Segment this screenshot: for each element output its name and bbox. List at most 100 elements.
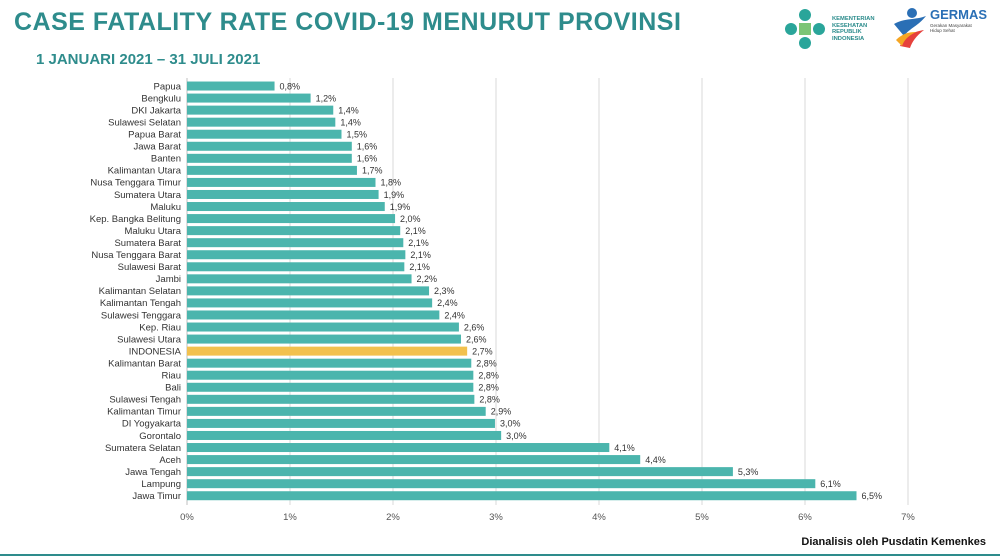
category-label: Lampung bbox=[141, 479, 181, 490]
category-label: Kalimantan Tengah bbox=[100, 298, 181, 309]
bar bbox=[187, 202, 385, 212]
category-label: DI Yogyakarta bbox=[122, 419, 182, 430]
bar bbox=[187, 238, 404, 248]
category-label: Sulawesi Selatan bbox=[108, 117, 181, 128]
data-label: 0,8% bbox=[280, 81, 301, 91]
x-tick-label: 4% bbox=[592, 512, 606, 523]
data-label: 2,1% bbox=[410, 250, 431, 260]
data-label: 1,6% bbox=[357, 142, 378, 152]
bar bbox=[187, 286, 430, 296]
data-label: 3,0% bbox=[500, 419, 521, 429]
kemenkes-logo-text: KEMENTERIAN KESEHATAN REPUBLIK INDONESIA bbox=[832, 16, 875, 42]
data-label: 2,0% bbox=[400, 214, 421, 224]
bar bbox=[187, 370, 474, 380]
bar bbox=[187, 322, 459, 332]
data-label: 1,4% bbox=[338, 105, 359, 115]
category-label: Sumatera Barat bbox=[114, 238, 181, 249]
page-title: CASE FATALITY RATE COVID-19 MENURUT PROV… bbox=[14, 8, 682, 36]
bar bbox=[187, 274, 412, 284]
category-label: Banten bbox=[151, 154, 181, 165]
bar bbox=[187, 394, 475, 404]
category-label: Sulawesi Barat bbox=[118, 262, 182, 273]
x-tick-label: 3% bbox=[489, 512, 503, 523]
bar bbox=[187, 418, 495, 428]
data-label: 1,6% bbox=[357, 154, 378, 164]
category-label: Gorontalo bbox=[139, 431, 181, 442]
x-tick-label: 6% bbox=[798, 512, 812, 523]
bar bbox=[187, 93, 311, 103]
data-label: 2,3% bbox=[434, 286, 455, 296]
data-label: 2,1% bbox=[408, 238, 429, 248]
category-label: Nusa Tenggara Barat bbox=[91, 250, 181, 261]
data-label: 2,4% bbox=[444, 310, 465, 320]
bar bbox=[187, 153, 352, 163]
x-tick-label: 7% bbox=[901, 512, 915, 523]
data-label: 4,4% bbox=[645, 455, 666, 465]
category-label: Sulawesi Utara bbox=[117, 334, 182, 345]
bar bbox=[187, 129, 342, 139]
data-label: 4,1% bbox=[614, 443, 635, 453]
category-label: Sumatera Utara bbox=[114, 190, 182, 201]
category-label: Papua Barat bbox=[128, 130, 181, 141]
bar bbox=[187, 491, 857, 501]
bar bbox=[187, 346, 468, 356]
bar bbox=[187, 382, 474, 392]
x-tick-label: 0% bbox=[180, 512, 194, 523]
bar bbox=[187, 177, 376, 187]
source-note: Dianalisis oleh Pusdatin Kemenkes bbox=[801, 536, 986, 548]
category-label: Jawa Barat bbox=[133, 142, 181, 153]
bar bbox=[187, 406, 486, 416]
bar bbox=[187, 117, 336, 127]
category-label: Sulawesi Tengah bbox=[109, 395, 181, 406]
data-label: 2,8% bbox=[478, 371, 499, 381]
data-label: 2,1% bbox=[405, 226, 426, 236]
data-label: 2,9% bbox=[491, 407, 512, 417]
bar bbox=[187, 455, 641, 465]
data-label: 1,4% bbox=[340, 117, 361, 127]
bar bbox=[187, 467, 733, 477]
bar bbox=[187, 334, 461, 344]
category-label: Maluku Utara bbox=[125, 226, 182, 237]
bar bbox=[187, 358, 472, 368]
kemenkes-logo-icon bbox=[785, 9, 825, 49]
bar bbox=[187, 81, 275, 91]
bar bbox=[187, 250, 406, 260]
footer-divider bbox=[0, 554, 1000, 556]
category-label: Riau bbox=[161, 371, 181, 382]
bar bbox=[187, 310, 440, 320]
data-label: 5,3% bbox=[738, 467, 759, 477]
category-label: Jawa Timur bbox=[132, 491, 181, 502]
category-label: Nusa Tenggara Timur bbox=[90, 178, 181, 189]
germas-logo-text: GERMAS bbox=[930, 7, 988, 22]
bar bbox=[187, 443, 610, 453]
data-label: 2,7% bbox=[472, 346, 493, 356]
category-label: Kep. Riau bbox=[139, 322, 181, 333]
category-label: INDONESIA bbox=[129, 346, 182, 357]
bar bbox=[187, 298, 433, 308]
category-label: Jambi bbox=[156, 274, 181, 285]
x-tick-label: 1% bbox=[283, 512, 297, 523]
data-label: 2,6% bbox=[466, 334, 487, 344]
data-label: 1,9% bbox=[384, 190, 405, 200]
category-label: Sulawesi Tenggara bbox=[101, 310, 182, 321]
category-label: Kep. Bangka Belitung bbox=[90, 214, 181, 225]
category-label: Jawa Tengah bbox=[125, 467, 181, 478]
data-label: 1,9% bbox=[390, 202, 411, 212]
category-label: DKI Jakarta bbox=[131, 105, 181, 116]
data-label: 2,4% bbox=[437, 298, 458, 308]
data-label: 2,8% bbox=[479, 395, 500, 405]
date-range-subtitle: 1 JANUARI 2021 – 31 JULI 2021 bbox=[36, 51, 261, 68]
data-label: 3,0% bbox=[506, 431, 527, 441]
bar bbox=[187, 479, 816, 489]
data-label: 2,6% bbox=[464, 322, 485, 332]
data-label: 1,7% bbox=[362, 166, 383, 176]
category-label: Kalimantan Selatan bbox=[99, 286, 181, 297]
x-tick-label: 2% bbox=[386, 512, 400, 523]
data-label: 6,5% bbox=[862, 491, 883, 501]
bar bbox=[187, 226, 401, 236]
bar bbox=[187, 141, 352, 151]
germas-logo-icon bbox=[894, 8, 926, 48]
category-label: Bali bbox=[165, 383, 181, 394]
bar bbox=[187, 262, 405, 272]
